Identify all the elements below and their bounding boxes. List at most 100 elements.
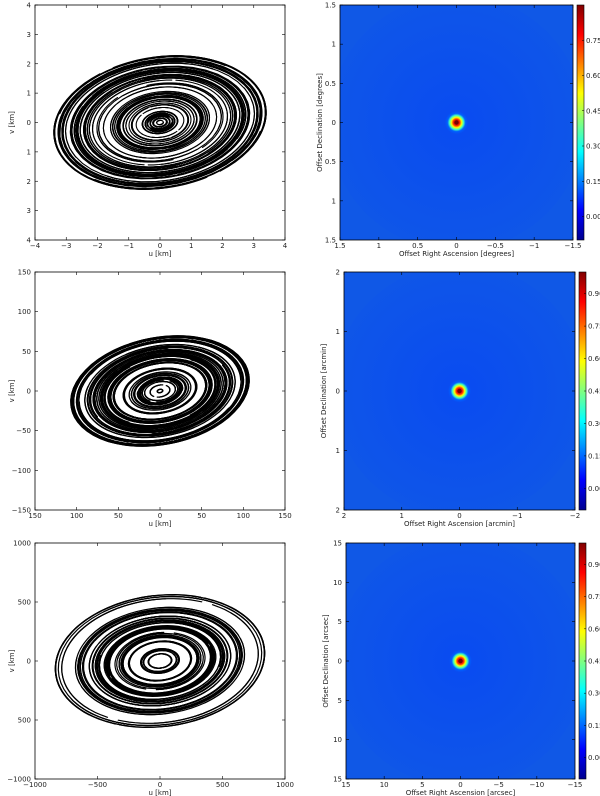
uv-coverage-middle-uv-arc <box>144 395 177 404</box>
uv-coverage-top-ytick-label: 1 <box>27 148 31 156</box>
beam-middle-ytick-label: 2 <box>336 269 340 277</box>
uv-coverage-top-uv-arc-conjugate <box>74 108 261 187</box>
uv-coverage-top-uv-arc <box>79 91 105 160</box>
beam-top-xtick-label: −1.5 <box>565 242 582 250</box>
uv-coverage-bottom-uv-arc <box>163 662 176 672</box>
beam-middle: 2 1 0 −1 −2 2 1 0 1 2 Offset Right Ascension [arcm… <box>320 269 600 529</box>
beam-bottom-image <box>346 543 575 779</box>
uv-coverage-middle-uv-arc <box>171 377 184 391</box>
beam-bottom-xtick-label: −5 <box>494 781 504 789</box>
uv-coverage-top-uv-arc-conjugate <box>215 85 241 154</box>
uv-coverage-top-uv-arc <box>176 120 244 172</box>
uv-coverage-bottom: −1000 −500 0 500 1000 1000 500 0 500 −1000 u [km] v… <box>7 540 294 796</box>
beam-bottom-xtick-label: −15 <box>568 781 583 789</box>
uv-coverage-middle-uv-arc <box>161 352 222 416</box>
uv-coverage-top-uv-arc-conjugate <box>199 56 267 143</box>
uv-coverage-top-uv-arc-conjugate <box>159 77 234 169</box>
beam-middle-xtick-label: −2 <box>570 512 580 520</box>
uv-coverage-top-uv-arc <box>149 115 170 129</box>
uv-coverage-middle-uv-arc <box>157 388 164 393</box>
uv-coverage-top-uv-arc-conjugate <box>61 60 259 180</box>
beam-top-colorbar-label: 0.15 <box>586 178 600 186</box>
beam-bottom-colorbar-label: 0.75 <box>588 593 600 601</box>
uv-coverage-bottom-ytick-label: 0 <box>27 658 31 666</box>
uv-coverage-middle-uv-arc-conjugate <box>193 356 221 394</box>
beam-top-main-lobe <box>340 5 573 240</box>
uv-coverage-middle-uv-arc <box>112 373 211 423</box>
beam-bottom-ytick-label: 15 <box>333 540 342 548</box>
uv-coverage-top-uv-arc-conjugate <box>145 117 176 133</box>
beam-top-colorbar-label: 0.30 <box>586 143 600 151</box>
beam-bottom-ytick-label: 15 <box>333 776 342 784</box>
uv-coverage-top-xtick-label: −1 <box>124 242 134 250</box>
uv-coverage-middle-uv-arc <box>143 389 166 402</box>
beam-middle-ytick-label: 1 <box>336 328 340 336</box>
uv-coverage-bottom-uv-arc-conjugate <box>169 620 224 687</box>
uv-coverage-middle-uv-arc-conjugate <box>109 359 208 409</box>
uv-coverage-middle-uv-arc <box>169 362 207 405</box>
uv-coverage-top-ylabel: v [km] <box>8 111 16 134</box>
beam-top-peak <box>454 120 459 125</box>
beam-top-ytick-label: 1 <box>332 197 336 205</box>
uv-coverage-top-uv-arc-conjugate <box>67 62 256 180</box>
uv-coverage-middle-ytick-label: −150 <box>12 507 31 515</box>
uv-coverage-bottom-uv-arc-conjugate <box>54 593 202 692</box>
beam-top-ytick-label: 1.5 <box>325 237 336 245</box>
uv-coverage-middle-uv-arc-conjugate <box>130 380 148 409</box>
beam-bottom-colorbar: 0.90 0.75 0.60 0.45 0.30 0.15 0.00 <box>578 542 600 780</box>
uv-coverage-top-uv-arc <box>147 107 206 152</box>
uv-coverage-bottom-frame <box>34 542 286 780</box>
uv-coverage-top-xlabel: u [km] <box>149 250 172 258</box>
uv-coverage-top-uv-arc-conjugate <box>70 97 88 157</box>
uv-coverage-middle-xlabel: u [km] <box>149 520 172 528</box>
uv-coverage-middle-uv-arc-conjugate <box>98 366 159 430</box>
uv-coverage-bottom-xtick-label: 1000 <box>276 781 294 789</box>
beam-bottom-xtick-label: 5 <box>420 781 424 789</box>
uv-coverage-bottom-uv-arc-conjugate <box>140 665 177 674</box>
uv-coverage-bottom-uv-arc-conjugate <box>88 615 185 681</box>
beam-bottom-xtick-label: 10 <box>380 781 389 789</box>
uv-coverage-middle-uv-arc-conjugate <box>137 374 180 386</box>
uv-coverage-bottom-uv-arc-conjugate <box>156 662 204 690</box>
beam-top-colorbar-bar <box>576 4 585 241</box>
beam-middle-ytick-label: 1 <box>336 447 340 455</box>
beam-top-xtick-label: 0 <box>454 242 458 250</box>
uv-coverage-middle-uv-arc <box>103 434 160 443</box>
uv-coverage-top-uv-arc-conjugate <box>185 109 218 152</box>
beam-middle-image <box>344 272 575 510</box>
beam-middle-colorbar-label: 0.15 <box>588 452 600 460</box>
uv-coverage-top-uv-arc <box>88 77 205 134</box>
beam-middle-colorbar-label: 0.00 <box>588 485 600 493</box>
uv-coverage-middle-uv-arc-conjugate <box>78 402 228 442</box>
uv-coverage-top-uv-arc <box>77 117 215 175</box>
uv-coverage-middle-uv-arc <box>92 340 242 380</box>
uv-coverage-top-uv-arc <box>144 106 179 113</box>
beam-middle-colorbar: 0.90 0.75 0.60 0.45 0.30 0.15 0.00 <box>578 271 600 511</box>
uv-coverage-top-uv-arc <box>143 102 192 143</box>
beam-middle-xlabel: Offset Right Ascension [arcmin] <box>404 520 515 528</box>
uv-coverage-bottom-uv-arc <box>203 638 246 704</box>
uv-coverage-top-uv-arc <box>153 117 161 124</box>
uv-coverage-bottom-uv-arc <box>105 665 205 696</box>
uv-coverage-top-ytick-label: 3 <box>27 207 31 215</box>
uv-coverage-bottom-uv-arc-conjugate <box>207 632 222 664</box>
uv-coverage-bottom-uv-arc <box>116 632 164 660</box>
uv-coverage-top-uv-arc <box>96 68 226 94</box>
uv-coverage-top-uv-arc <box>232 88 250 148</box>
uv-coverage-bottom-uv-arc <box>153 664 170 669</box>
uv-coverage-top-uv-arc <box>53 102 121 189</box>
uv-coverage-middle-xtick-label: 50 <box>114 512 123 520</box>
beam-top-xlabel: Offset Right Ascension [degrees] <box>399 250 514 258</box>
uv-coverage-top-uv-arc <box>166 94 204 139</box>
beam-bottom: 15 10 5 0 −5 −10 −15 15 10 5 0 5 10 15 Offset Right As… <box>322 540 600 796</box>
uv-coverage-middle-uv-arc-conjugate <box>160 339 217 348</box>
uv-coverage-top-uv-arc <box>148 115 157 123</box>
beam-middle-xtick-label: 0 <box>457 512 461 520</box>
uv-coverage-bottom-uv-arc-conjugate <box>200 623 229 685</box>
uv-coverage-middle-ytick-label: 50 <box>22 348 31 356</box>
uv-coverage-middle-ytick-label: 150 <box>18 269 31 277</box>
beam-top-colorbar: 0.75 0.60 0.45 0.30 0.15 0.00 <box>576 4 600 241</box>
uv-coverage-middle-uv-arc <box>101 354 219 395</box>
uv-coverage-top-uv-arc <box>165 100 195 141</box>
